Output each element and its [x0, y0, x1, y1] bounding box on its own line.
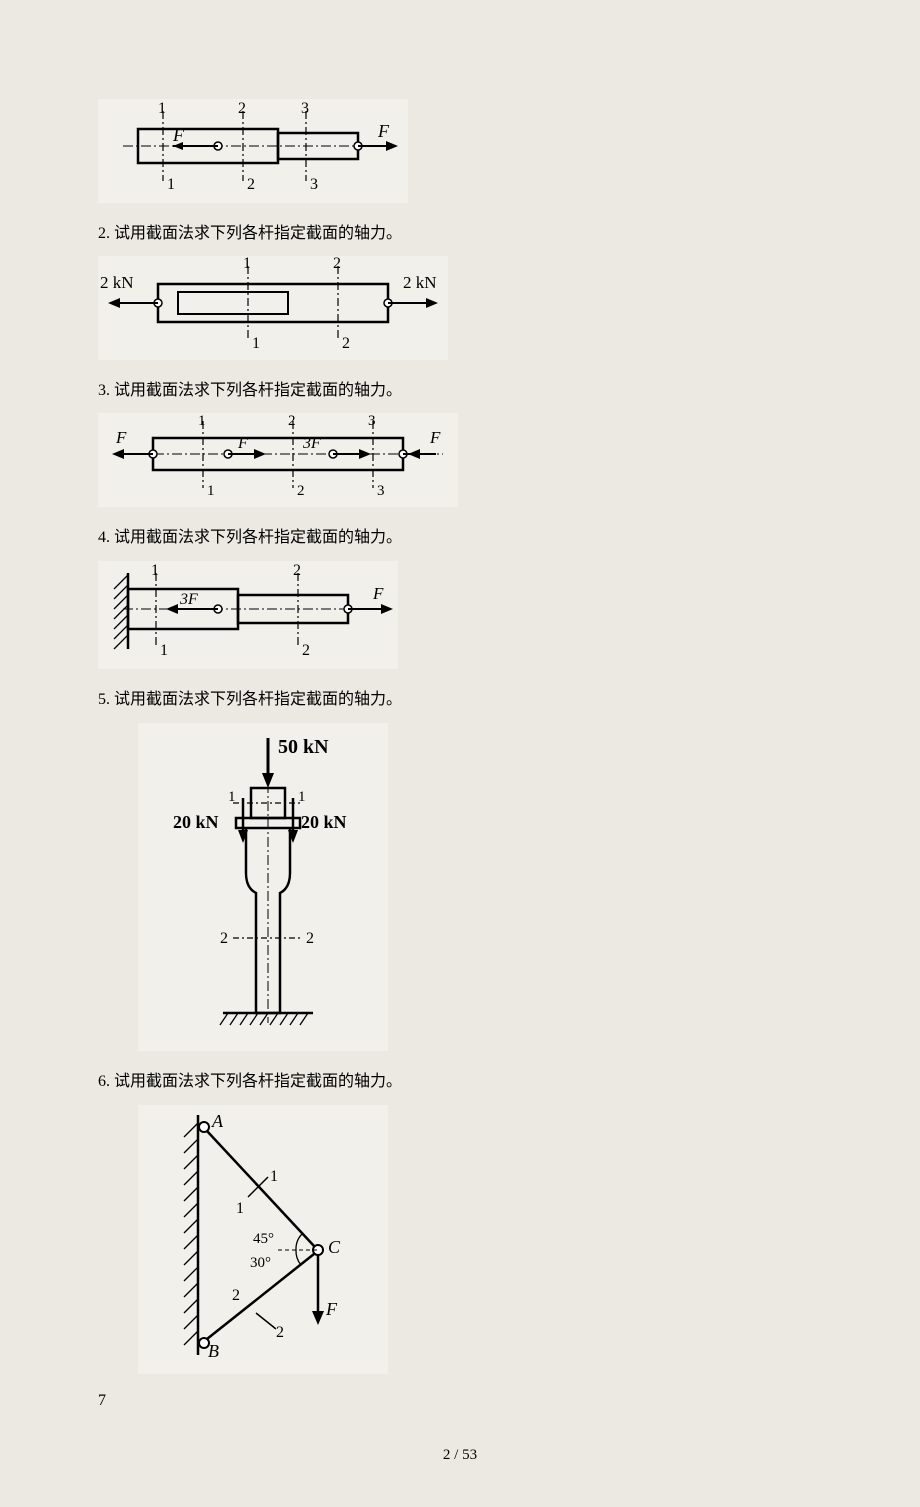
- figure-1: 1 2 3 1 2 3 F F: [98, 99, 408, 203]
- inner3F: 3F: [179, 591, 198, 608]
- s3b: 3: [377, 483, 385, 498]
- nodeB: B: [208, 1341, 219, 1361]
- right-force-label: 2 kN: [403, 273, 437, 292]
- section-1-bot: 1: [167, 176, 175, 193]
- problem-2-text: 2. 试用截面法求下列各杆指定截面的轴力。: [98, 221, 822, 247]
- s2l: 2: [220, 930, 228, 947]
- s2a: 2: [232, 1287, 240, 1304]
- left-force-label: 2 kN: [100, 273, 134, 292]
- s2r: 2: [306, 930, 314, 947]
- innerR: 3F: [302, 435, 321, 452]
- s1t: 1: [151, 562, 159, 579]
- figure-3: 1 2 3 1 2 3 F F 3F F: [98, 413, 458, 507]
- s3t: 3: [368, 413, 376, 429]
- page-number: 2 / 53: [98, 1443, 822, 1467]
- figure-5: 50 kN 1 1 20 kN 20 kN 2 2: [138, 723, 388, 1052]
- s1r: 1: [298, 789, 306, 805]
- force-F-inner: F: [172, 125, 185, 145]
- left20: 20 kN: [173, 812, 219, 832]
- leftF: F: [115, 428, 127, 447]
- section-2-top: 2: [238, 100, 246, 117]
- nodeC: C: [328, 1237, 341, 1257]
- top-force: 50 kN: [278, 736, 329, 758]
- s1t: 1: [198, 413, 206, 429]
- section-2-bot: 2: [247, 176, 255, 193]
- section-1-top: 1: [243, 256, 251, 272]
- problem-3-text: 3. 试用截面法求下列各杆指定截面的轴力。: [98, 378, 822, 404]
- s1a: 1: [270, 1168, 278, 1185]
- section-1-bot: 1: [252, 335, 260, 351]
- force-F-right: F: [377, 121, 390, 141]
- section-3-top: 3: [301, 100, 309, 117]
- angle45: 45°: [253, 1231, 274, 1247]
- s2b: 2: [297, 483, 305, 498]
- section-2-top: 2: [333, 256, 341, 272]
- s1b: 1: [160, 642, 168, 659]
- trailing-number: 7: [98, 1388, 822, 1414]
- problem-6-text: 6. 试用截面法求下列各杆指定截面的轴力。: [98, 1069, 822, 1095]
- figure-4: 1 2 1 2 3F F: [98, 561, 398, 670]
- s2b: 2: [302, 642, 310, 659]
- section-3-bot: 3: [310, 176, 318, 193]
- rightF: F: [429, 428, 441, 447]
- section-2-bot: 2: [342, 335, 350, 351]
- s1b: 1: [207, 483, 215, 498]
- problem-5-text: 5. 试用截面法求下列各杆指定截面的轴力。: [98, 687, 822, 713]
- s2t: 2: [293, 562, 301, 579]
- innerL: F: [237, 435, 248, 452]
- figure-2: 1 2 1 2 2 kN 2 kN: [98, 256, 448, 360]
- s2t: 2: [288, 413, 296, 429]
- s2b: 2: [276, 1324, 284, 1341]
- angle30: 30°: [250, 1255, 271, 1271]
- section-1-top: 1: [158, 100, 166, 117]
- rightF: F: [372, 584, 384, 603]
- right20: 20 kN: [301, 812, 347, 832]
- figure-6: A B C 1 1 2 2 45° 30° F: [138, 1105, 388, 1374]
- nodeA: A: [211, 1111, 224, 1131]
- s1b: 1: [236, 1200, 244, 1217]
- s1l: 1: [228, 789, 236, 805]
- problem-4-text: 4. 试用截面法求下列各杆指定截面的轴力。: [98, 525, 822, 551]
